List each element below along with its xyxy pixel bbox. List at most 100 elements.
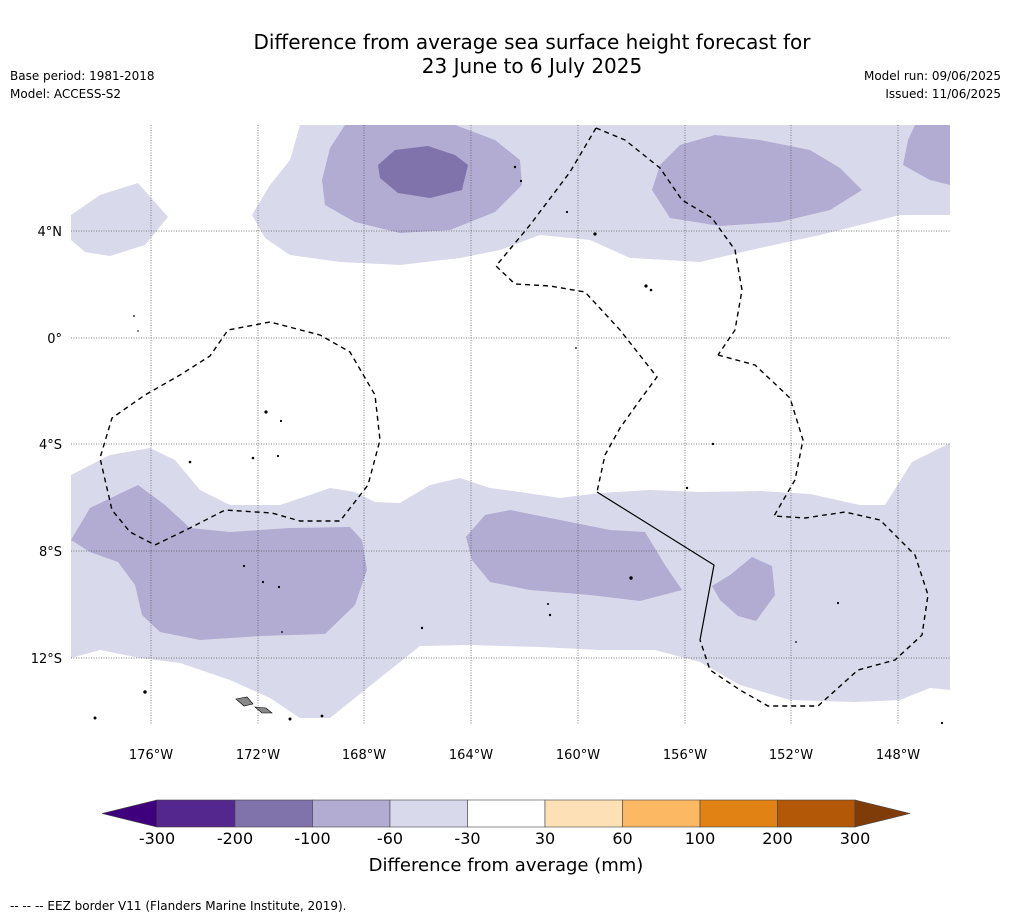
colorbar-extend-low bbox=[101, 799, 158, 828]
islands bbox=[93, 165, 944, 736]
island bbox=[940, 721, 944, 725]
colorbar-segment bbox=[389, 799, 468, 828]
eez-solid-border bbox=[596, 491, 715, 641]
colorbar-extend-high bbox=[854, 799, 911, 828]
island bbox=[281, 631, 283, 633]
island bbox=[276, 454, 280, 458]
anomaly-band-medium bbox=[71, 125, 950, 640]
anomaly-region-strong bbox=[378, 146, 468, 198]
island bbox=[685, 486, 689, 490]
anomaly-region bbox=[712, 557, 775, 621]
island bbox=[261, 580, 265, 584]
anomaly-region bbox=[71, 183, 168, 256]
colorbar-tick: 100 bbox=[685, 829, 716, 848]
colorbar: -300 -200 -100 -60 -30 30 60 100 200 300… bbox=[101, 799, 911, 876]
model-name: Model: ACCESS-S2 bbox=[10, 87, 122, 101]
lat-label: 4°N bbox=[38, 225, 63, 240]
lon-label: 164°W bbox=[449, 748, 493, 763]
map-title: Difference from average sea surface heig… bbox=[0, 30, 1011, 78]
colorbar-title: Difference from average (mm) bbox=[369, 855, 644, 876]
colorbar-segment bbox=[467, 799, 546, 828]
lon-label: 148°W bbox=[876, 748, 920, 763]
island bbox=[546, 602, 549, 605]
issued-date: Issued: 11/06/2025 bbox=[885, 87, 1001, 101]
latitude-labels: 4°N 0° 4°S 8°S 12°S bbox=[31, 225, 62, 667]
lat-label: 0° bbox=[47, 332, 62, 347]
colorbar-tick: -60 bbox=[377, 829, 403, 848]
solid-borders bbox=[596, 491, 715, 641]
colorbar-tick: -200 bbox=[217, 829, 253, 848]
meta-right: Model run: 09/06/2025 Issued: 11/06/2025 bbox=[864, 67, 1001, 103]
colorbar-tick: -30 bbox=[454, 829, 480, 848]
colorbar-segment bbox=[156, 799, 236, 828]
colorbar-tick: 300 bbox=[840, 829, 871, 848]
island bbox=[264, 410, 268, 414]
island bbox=[420, 626, 424, 630]
eez-border bbox=[495, 127, 658, 493]
island bbox=[519, 179, 523, 183]
island bbox=[143, 690, 147, 694]
colorbar-segment bbox=[234, 799, 313, 828]
lon-label: 172°W bbox=[236, 748, 280, 763]
island bbox=[575, 347, 577, 349]
island bbox=[513, 165, 517, 169]
island bbox=[277, 585, 281, 589]
lon-label: 160°W bbox=[556, 748, 600, 763]
copyright-notice: © Commonwealth of Australia 2025, Bureau… bbox=[92, 725, 597, 739]
longitude-labels: 176°W 172°W 168°W 164°W 160°W 156°W 152°… bbox=[129, 748, 920, 763]
island bbox=[235, 696, 254, 707]
anomaly-region bbox=[466, 510, 682, 601]
colorbar-tick: -100 bbox=[294, 829, 330, 848]
eez-border bbox=[595, 127, 743, 356]
colorbar-segment bbox=[777, 799, 856, 828]
eez-footnote: -- -- -- EEZ border V11 (Flanders Marine… bbox=[10, 899, 347, 913]
colorbar-segment bbox=[312, 799, 391, 828]
meta-left: Base period: 1981-2018 Model: ACCESS-S2 bbox=[10, 67, 155, 103]
anomaly-region bbox=[652, 135, 862, 226]
island bbox=[836, 601, 840, 605]
island bbox=[279, 419, 283, 423]
eez-borders bbox=[99, 127, 929, 707]
island bbox=[93, 716, 97, 720]
colorbar-segment bbox=[544, 799, 623, 828]
lat-label: 4°S bbox=[39, 438, 62, 453]
colorbar-tick: 60 bbox=[612, 829, 632, 848]
lat-label: 8°S bbox=[39, 545, 62, 560]
anomaly-region bbox=[71, 485, 367, 640]
anomaly-region bbox=[903, 125, 950, 185]
island bbox=[565, 210, 569, 214]
island bbox=[644, 284, 648, 288]
colorbar-tick: 200 bbox=[762, 829, 793, 848]
island bbox=[320, 714, 324, 718]
island bbox=[188, 460, 192, 464]
island bbox=[629, 576, 633, 580]
island bbox=[242, 564, 246, 568]
colorbar-tick: 30 bbox=[535, 829, 555, 848]
island bbox=[649, 288, 653, 292]
model-run: Model run: 09/06/2025 bbox=[863, 69, 1001, 83]
island bbox=[879, 734, 881, 736]
island bbox=[795, 641, 797, 643]
colorbar-segment bbox=[699, 799, 778, 828]
lon-label: 176°W bbox=[129, 748, 173, 763]
gridlines bbox=[71, 125, 950, 725]
island bbox=[254, 706, 273, 714]
lon-label: 152°W bbox=[769, 748, 813, 763]
island bbox=[548, 613, 552, 617]
island bbox=[711, 442, 715, 446]
title-line-1: Difference from average sea surface heig… bbox=[253, 30, 811, 54]
island bbox=[593, 232, 597, 236]
colorbar-segment bbox=[622, 799, 701, 828]
map-area: © Commonwealth of Australia 2025, Bureau… bbox=[71, 125, 950, 739]
island bbox=[251, 456, 255, 460]
eez-border bbox=[699, 354, 929, 707]
colorbar-tick: -300 bbox=[139, 829, 175, 848]
base-period: Base period: 1981-2018 bbox=[10, 69, 155, 83]
island bbox=[133, 315, 135, 317]
island bbox=[288, 717, 292, 721]
island bbox=[137, 330, 139, 332]
lon-label: 168°W bbox=[342, 748, 386, 763]
lon-label: 156°W bbox=[663, 748, 707, 763]
eez-border bbox=[99, 321, 381, 546]
